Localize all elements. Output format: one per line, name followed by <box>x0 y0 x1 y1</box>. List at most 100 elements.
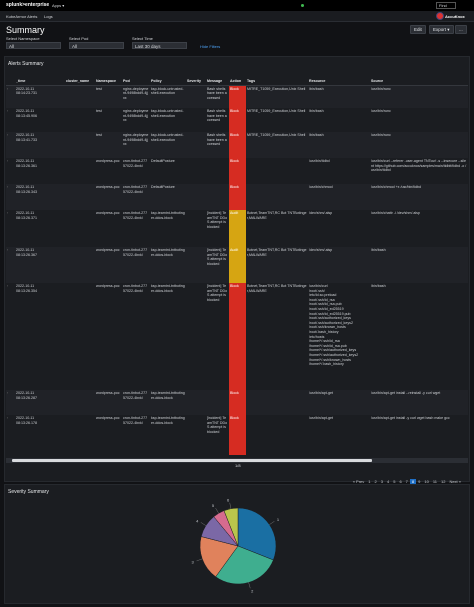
column-header[interactable]: cluster_name <box>65 69 95 86</box>
column-header[interactable]: _time <box>15 69 65 86</box>
table-cell: Botnet,TeamTNT,RC Bot TNTBotinger,MALWAR… <box>247 211 307 220</box>
leader-line <box>248 582 251 589</box>
expand-cell[interactable]: › <box>6 390 15 415</box>
action-cell: Audit <box>229 210 246 247</box>
column-header[interactable]: Pod <box>122 69 150 86</box>
page-link[interactable]: Next » <box>449 479 461 484</box>
hide-filters[interactable]: Hide Filters <box>200 44 221 49</box>
expand-cell[interactable]: › <box>6 184 15 210</box>
table-cell: 2022-10-11 08:13:41.733 <box>15 132 65 158</box>
scroll-thumb[interactable] <box>12 459 372 462</box>
export-button[interactable]: Export ▾ <box>429 25 454 34</box>
table-cell: 2022-10-11 08:13:26.354 <box>16 284 37 293</box>
column-header[interactable]: Policy <box>150 69 186 86</box>
action-cell: Audit <box>229 247 246 283</box>
column-header[interactable]: Tags <box>246 69 308 86</box>
page-link[interactable]: « Prev <box>352 479 365 484</box>
table-cell <box>186 158 206 184</box>
action-cell: Block <box>229 184 246 210</box>
expand-cell[interactable]: › <box>7 284 9 288</box>
page-link[interactable]: 4 <box>386 479 390 484</box>
page-link[interactable]: 6 <box>399 479 402 484</box>
table-cell: nginx-deployment-9498bdd9-4jjxx <box>123 109 149 123</box>
leader-line <box>200 522 207 526</box>
leader-line <box>269 521 275 525</box>
table-cell: cron-tinbot-27757022-4bxkl <box>122 390 150 415</box>
filter-input[interactable]: All <box>6 42 61 49</box>
table-cell: wordpress-poc <box>96 211 120 215</box>
table-cell: /usr/bin/curl --referer -user-agent TNTc… <box>371 159 467 173</box>
page-link[interactable]: 5 <box>393 479 396 484</box>
expand-cell[interactable]: › <box>7 416 9 420</box>
table-cell: /dev/shm/.alsp <box>308 247 370 283</box>
filter-input[interactable]: All <box>69 42 124 49</box>
pie-chart: 1 2 3 4 5 6 <box>192 497 280 593</box>
scrollbar[interactable] <box>6 458 468 463</box>
table-cell: cron-tinbot-27757022-4bxkl <box>123 284 148 293</box>
table-cell <box>186 415 206 455</box>
column-header[interactable]: Message <box>206 69 229 86</box>
table-cell: /bin/bash <box>308 85 370 108</box>
expand-cell[interactable]: › <box>6 247 15 283</box>
alerts-panel: Alerts Summary _time cluster_name Namespac… <box>4 56 470 485</box>
filter-input[interactable]: Last 30 days <box>132 42 187 49</box>
page-link[interactable]: 7 <box>405 479 408 484</box>
table-cell: 2022-10-11 08:13:26.361 <box>16 159 37 168</box>
table-cell: ksp-teamtnt-tntbotinger-ddos-block <box>150 247 186 283</box>
pie-slice[interactable] <box>199 536 239 578</box>
column-header[interactable]: Namespace <box>95 69 122 86</box>
expand-cell[interactable]: › <box>7 159 9 163</box>
expand-cell[interactable]: › <box>7 211 9 215</box>
action-cell: Block <box>229 390 246 415</box>
nav-item[interactable]: Logs <box>44 14 53 19</box>
table-cell <box>65 390 95 415</box>
page-link[interactable]: 10 <box>424 479 429 484</box>
filter-label: Select Time <box>132 36 153 41</box>
action-cell: Block <box>229 85 246 108</box>
page-link[interactable]: 3 <box>380 479 383 484</box>
brand[interactable]: splunk>enterprise <box>6 2 50 8</box>
table-cell: /usr/bin/chattr -i /dev/shm/.alsp <box>371 211 420 215</box>
page-link[interactable]: 1 <box>368 479 371 484</box>
table-cell: /bin/bash <box>308 132 370 158</box>
filter-label: Select Namespace <box>6 36 40 41</box>
expand-cell[interactable]: › <box>6 132 15 158</box>
pagination: « Prev 1 2 3 4 5 6 7 8 9 10 11 12 Next » <box>351 470 463 488</box>
table-cell <box>246 184 308 210</box>
slice-label: 1 <box>277 517 280 522</box>
expand-cell[interactable]: › <box>7 109 9 113</box>
table-cell <box>65 108 95 132</box>
table-cell: ksp-block-untrusted-shell-execution <box>151 109 184 118</box>
table-cell: test <box>95 132 122 158</box>
page-link[interactable]: 9 <box>418 479 421 484</box>
table-cell <box>65 85 95 108</box>
page-link[interactable]: 12 <box>440 479 446 484</box>
table-cell <box>186 132 206 158</box>
page-link[interactable]: 2 <box>374 479 377 484</box>
table-cell <box>246 390 308 415</box>
expand-cell[interactable]: › <box>6 85 15 108</box>
table-cell: Bash shells have been accessed <box>207 109 227 123</box>
scroll-label: 1/8 <box>235 463 241 468</box>
column-header[interactable]: Resource <box>308 69 370 86</box>
nav-item[interactable]: KubeArmor Alerts <box>6 14 38 19</box>
table-cell: Botnet,TeamTNT,RC Bot TNTBotinger,MALWAR… <box>247 284 307 293</box>
page-link[interactable]: 8 <box>409 479 417 485</box>
table-cell <box>186 210 206 247</box>
column-header[interactable]: Source <box>370 69 468 86</box>
app-nav: KubeArmor Alerts Logs AccuKnox <box>0 11 474 22</box>
pie-slice[interactable] <box>237 507 277 561</box>
table-cell: /usr/bin/curl /root/.ssh/ /etc/ld.so.pre… <box>309 284 359 367</box>
more-button[interactable]: ... <box>455 25 467 34</box>
table-cell: /dev/shm/.alsp <box>309 211 333 215</box>
apps-menu[interactable]: Apps ▾ <box>52 3 65 8</box>
table-cell <box>246 415 308 455</box>
find-box[interactable]: Find <box>436 2 456 9</box>
page-link[interactable]: 11 <box>432 479 437 484</box>
edit-button[interactable]: Edit <box>410 25 426 34</box>
logo-text: AccuKnox <box>445 14 465 19</box>
column-header[interactable]: Action <box>229 69 246 86</box>
header-row: _time cluster_name Namespace Pod Policy Sever… <box>6 69 468 86</box>
column-header[interactable]: Severity <box>186 69 206 86</box>
table-cell: cron-tinbot-27757022-4bxkl <box>122 184 150 210</box>
